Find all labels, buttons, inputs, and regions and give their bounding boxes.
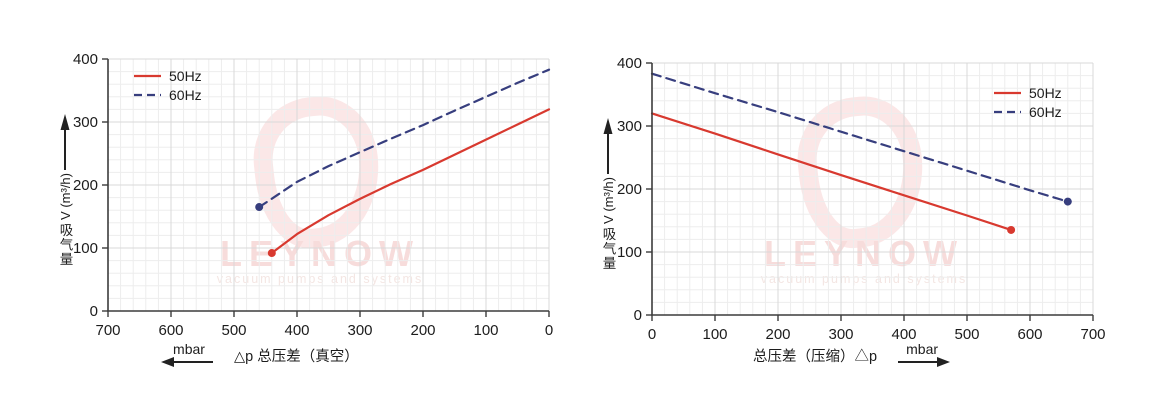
legend-swatch-solid [134, 74, 161, 77]
left-arrow-icon [161, 357, 215, 367]
legend-item-50hz: 50Hz [134, 67, 202, 84]
legend-label: 50Hz [1029, 84, 1062, 101]
svg-text:700: 700 [1080, 326, 1105, 343]
svg-text:100: 100 [702, 326, 727, 343]
svg-text:0: 0 [90, 303, 98, 320]
y-axis-label: V (m³/h) 吸气量 [51, 114, 79, 266]
legend-swatch-dashed [994, 110, 1021, 113]
svg-text:300: 300 [828, 326, 853, 343]
plot-canvas-vacuum: 700 600 500 400 300 200 100 0 0 100 200 300 400 [73, 51, 553, 339]
legend-item-50hz: 50Hz [994, 84, 1062, 101]
svg-text:200: 200 [617, 181, 642, 198]
legend-item-60hz: 60Hz [994, 103, 1062, 120]
x-axis-unit: mbar [906, 341, 939, 357]
svg-text:300: 300 [73, 114, 98, 131]
x-axis-title: 总压差（压缩）△p [753, 349, 878, 365]
endpoint-dot-50hz [267, 249, 276, 258]
svg-text:500: 500 [954, 326, 979, 343]
legend-swatch-solid [994, 91, 1021, 94]
y-axis-title: 吸气量 [57, 222, 73, 267]
x-axis-unit: mbar [173, 341, 205, 357]
svg-text:200: 200 [765, 326, 790, 343]
svg-text:400: 400 [891, 326, 916, 343]
svg-text:600: 600 [1017, 326, 1042, 343]
svg-text:400: 400 [284, 322, 309, 339]
up-arrow-icon [60, 114, 70, 170]
x-axis-unit-block: mbar [161, 341, 216, 367]
legend-label: 60Hz [1029, 103, 1062, 120]
x-axis-caption: 总压差（压缩）△p mbar [753, 341, 951, 367]
legend-label: 50Hz [169, 67, 202, 84]
svg-text:400: 400 [617, 55, 642, 72]
legend-item-60hz: 60Hz [134, 86, 202, 103]
right-arrow-icon [896, 357, 951, 367]
svg-text:100: 100 [473, 322, 498, 339]
y-axis-label: V (m³/h) 吸气量 [594, 118, 622, 270]
legend: 50Hz 60Hz [994, 84, 1062, 120]
svg-text:0: 0 [545, 322, 553, 339]
svg-text:100: 100 [617, 244, 642, 261]
y-axis-title: 吸气量 [600, 226, 616, 271]
svg-text:400: 400 [73, 51, 98, 68]
svg-text:300: 300 [347, 322, 372, 339]
plot-canvas-compression: 0 100 200 300 400 500 600 700 0 100 200 300 400 [617, 55, 1106, 343]
svg-text:200: 200 [410, 322, 435, 339]
curve-50hz [650, 112, 1013, 231]
curve-60hz [650, 72, 1069, 203]
svg-text:0: 0 [634, 307, 642, 324]
svg-text:600: 600 [158, 322, 183, 339]
legend-swatch-dashed [134, 93, 161, 96]
svg-text:0: 0 [648, 326, 656, 343]
legend-label: 60Hz [169, 86, 202, 103]
svg-text:300: 300 [617, 118, 642, 135]
x-axis-caption: mbar △p 总压差（真空） [161, 341, 359, 367]
curve-50hz [270, 108, 551, 255]
endpoint-dot-60hz [1063, 197, 1072, 206]
x-axis-unit-block: mbar [895, 341, 951, 367]
legend: 50Hz 60Hz [134, 67, 202, 103]
svg-text:700: 700 [95, 322, 120, 339]
endpoint-dot-60hz [255, 203, 264, 212]
curve-60hz [258, 68, 551, 209]
x-axis-title: △p 总压差（真空） [234, 349, 359, 365]
endpoint-dot-50hz [1007, 225, 1016, 234]
up-arrow-icon [603, 118, 613, 174]
svg-text:100: 100 [73, 240, 98, 257]
svg-text:200: 200 [73, 177, 98, 194]
svg-text:500: 500 [221, 322, 246, 339]
